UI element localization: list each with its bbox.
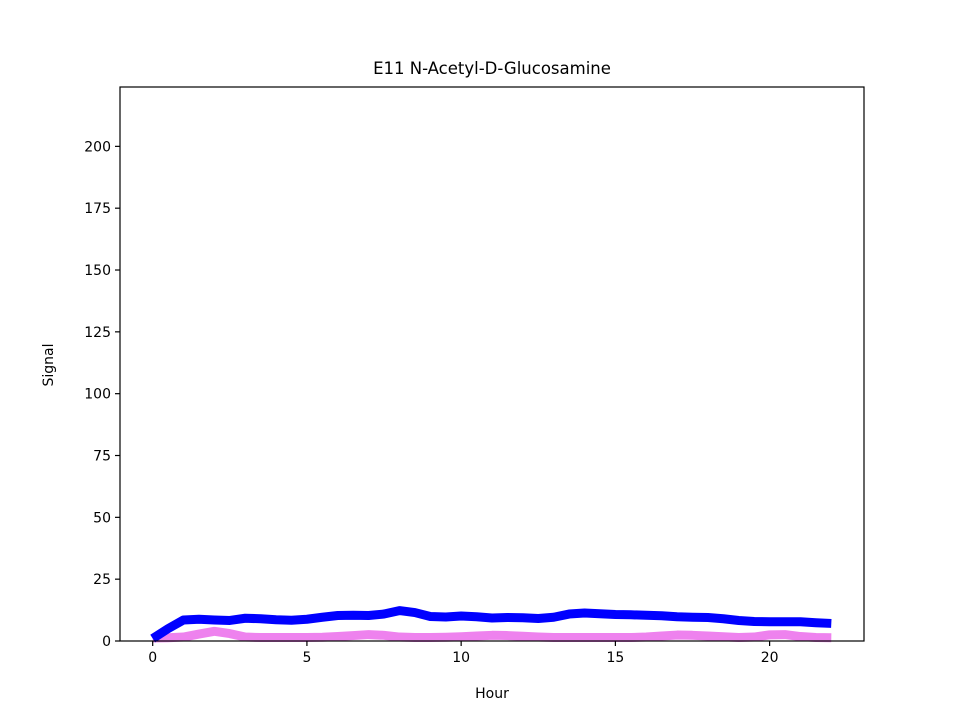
plot-frame xyxy=(119,86,865,642)
y-tick-label: 0 xyxy=(102,634,111,650)
x-tick-label: 5 xyxy=(302,650,311,666)
y-tick-label: 150 xyxy=(84,263,111,279)
x-axis-label: Hour xyxy=(475,686,509,702)
y-tick-label: 100 xyxy=(84,387,111,403)
y-axis-label: Signal xyxy=(41,343,57,386)
x-tick-label: 20 xyxy=(761,650,779,666)
y-tick-label: 200 xyxy=(84,139,111,155)
series-line-1 xyxy=(150,606,832,643)
x-tick-label: 0 xyxy=(148,650,157,666)
y-tick-label: 75 xyxy=(93,449,111,465)
series-layer xyxy=(150,606,832,643)
x-tick-label: 15 xyxy=(606,650,624,666)
x-tick-label: 10 xyxy=(452,650,470,666)
chart-title: E11 N-Acetyl-D-Glucosamine xyxy=(373,59,611,78)
series-line-2 xyxy=(152,626,832,643)
y-tick-label: 175 xyxy=(84,201,111,217)
y-tick-label: 25 xyxy=(93,572,111,588)
y-tick-label: 50 xyxy=(93,510,111,526)
y-tick-label: 125 xyxy=(84,325,111,341)
